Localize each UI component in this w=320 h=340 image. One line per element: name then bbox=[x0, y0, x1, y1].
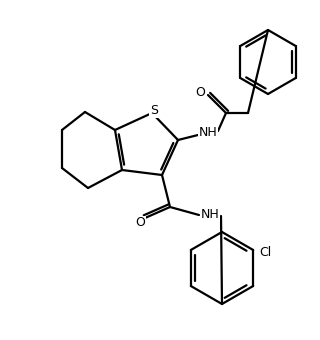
Text: O: O bbox=[135, 217, 145, 230]
Text: S: S bbox=[150, 104, 158, 118]
Text: Cl: Cl bbox=[259, 245, 271, 258]
Text: NH: NH bbox=[201, 208, 220, 221]
Text: NH: NH bbox=[199, 126, 217, 139]
Text: O: O bbox=[195, 86, 205, 100]
